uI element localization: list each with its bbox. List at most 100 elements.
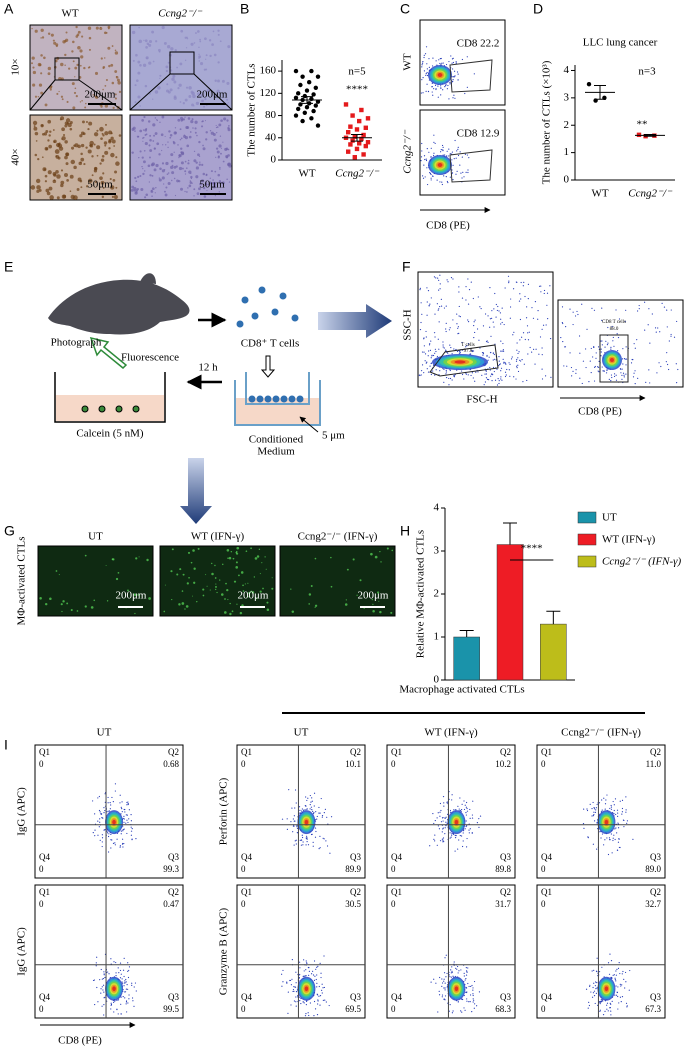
event-dot bbox=[494, 354, 495, 355]
event-dot bbox=[632, 359, 633, 360]
micrograph-texture bbox=[257, 555, 259, 557]
event-dot bbox=[422, 63, 423, 64]
micrograph-texture bbox=[78, 31, 81, 34]
event-dot bbox=[593, 844, 594, 845]
micrograph-texture bbox=[152, 175, 154, 177]
event-dot bbox=[108, 802, 109, 803]
event-dot bbox=[544, 290, 545, 291]
micrograph-texture bbox=[143, 64, 146, 67]
event-dot bbox=[517, 365, 518, 366]
event-dot bbox=[583, 828, 584, 829]
event-dot bbox=[456, 158, 457, 159]
micrograph-texture bbox=[72, 106, 75, 109]
scale-bar-label: 200μm bbox=[358, 590, 389, 602]
event-dot bbox=[436, 60, 437, 61]
event-dot bbox=[605, 803, 606, 804]
micrograph-texture bbox=[32, 56, 35, 59]
event-dot bbox=[97, 797, 98, 798]
micrograph-texture bbox=[108, 147, 110, 149]
event-dot bbox=[429, 344, 430, 345]
micrograph-texture bbox=[96, 145, 100, 149]
event-dot bbox=[477, 822, 478, 823]
event-dot bbox=[442, 817, 443, 818]
event-dot bbox=[505, 362, 506, 363]
micrograph-texture bbox=[236, 604, 237, 605]
event-dot bbox=[443, 837, 444, 838]
micrograph-texture bbox=[184, 608, 185, 609]
event-dot bbox=[311, 809, 312, 810]
event-dot bbox=[467, 87, 468, 88]
event-dot bbox=[111, 797, 112, 798]
event-dot bbox=[115, 783, 116, 784]
event-dot bbox=[101, 817, 102, 818]
event-dot bbox=[299, 810, 300, 811]
event-dot bbox=[426, 287, 427, 288]
event-dot bbox=[602, 344, 603, 345]
event-dot bbox=[601, 340, 602, 341]
event-dot bbox=[502, 308, 503, 309]
event-dot bbox=[518, 371, 519, 372]
micrograph-texture bbox=[234, 581, 236, 583]
event-dot bbox=[107, 832, 108, 833]
micrograph-texture bbox=[185, 37, 187, 39]
event-dot bbox=[447, 181, 448, 182]
event-dot bbox=[594, 310, 595, 311]
micrograph-texture bbox=[136, 79, 139, 82]
micrograph-texture bbox=[171, 160, 173, 162]
micrograph-texture bbox=[235, 566, 238, 569]
event-dot bbox=[594, 367, 595, 368]
event-dot bbox=[103, 1014, 104, 1015]
micrograph-texture bbox=[36, 140, 38, 142]
micrograph-texture bbox=[159, 122, 160, 123]
event-dot bbox=[615, 309, 616, 310]
event-dot bbox=[617, 822, 618, 823]
micrograph-texture bbox=[37, 158, 39, 160]
event-dot bbox=[421, 66, 422, 67]
event-dot bbox=[644, 302, 645, 303]
y-tick-label: 3 bbox=[434, 545, 440, 557]
event-dot bbox=[305, 1015, 306, 1016]
micrograph-texture bbox=[96, 130, 98, 132]
event-dot bbox=[503, 359, 504, 360]
event-dot bbox=[509, 376, 510, 377]
micrograph-texture bbox=[218, 123, 221, 126]
event-dot bbox=[440, 810, 441, 811]
event-dot bbox=[441, 149, 442, 150]
quadrant-value: 0.47 bbox=[163, 899, 179, 909]
event-dot bbox=[625, 812, 626, 813]
event-dot bbox=[127, 962, 128, 963]
micrograph-texture bbox=[47, 120, 51, 124]
event-dot bbox=[491, 374, 492, 375]
micrograph-texture bbox=[272, 577, 273, 578]
event-dot bbox=[472, 372, 473, 373]
event-dot bbox=[449, 83, 450, 84]
event-dot bbox=[581, 304, 582, 305]
x-tick-label: WT bbox=[591, 188, 608, 200]
event-dot bbox=[493, 321, 494, 322]
event-dot bbox=[625, 374, 626, 375]
event-dot bbox=[319, 836, 320, 837]
event-dot bbox=[503, 351, 504, 352]
event-dot bbox=[465, 286, 466, 287]
event-dot bbox=[429, 305, 430, 306]
event-dot bbox=[453, 79, 454, 80]
micrograph-texture bbox=[315, 558, 317, 560]
event-dot bbox=[562, 306, 563, 307]
event-dot bbox=[655, 327, 656, 328]
micrograph-texture bbox=[115, 161, 120, 166]
event-dot bbox=[443, 369, 444, 370]
event-dot bbox=[300, 840, 301, 841]
event-dot bbox=[444, 154, 445, 155]
event-dot bbox=[325, 840, 326, 841]
event-dot bbox=[649, 343, 650, 344]
event-dot bbox=[109, 810, 110, 811]
event-dot bbox=[96, 965, 97, 966]
micrograph-texture bbox=[135, 101, 137, 103]
micrograph-texture bbox=[185, 60, 186, 61]
event-dot bbox=[425, 353, 426, 354]
micrograph-texture bbox=[75, 26, 77, 28]
micrograph-texture bbox=[195, 175, 198, 178]
data-point bbox=[637, 133, 641, 137]
event-dot bbox=[590, 991, 591, 992]
micrograph-texture bbox=[204, 195, 207, 198]
